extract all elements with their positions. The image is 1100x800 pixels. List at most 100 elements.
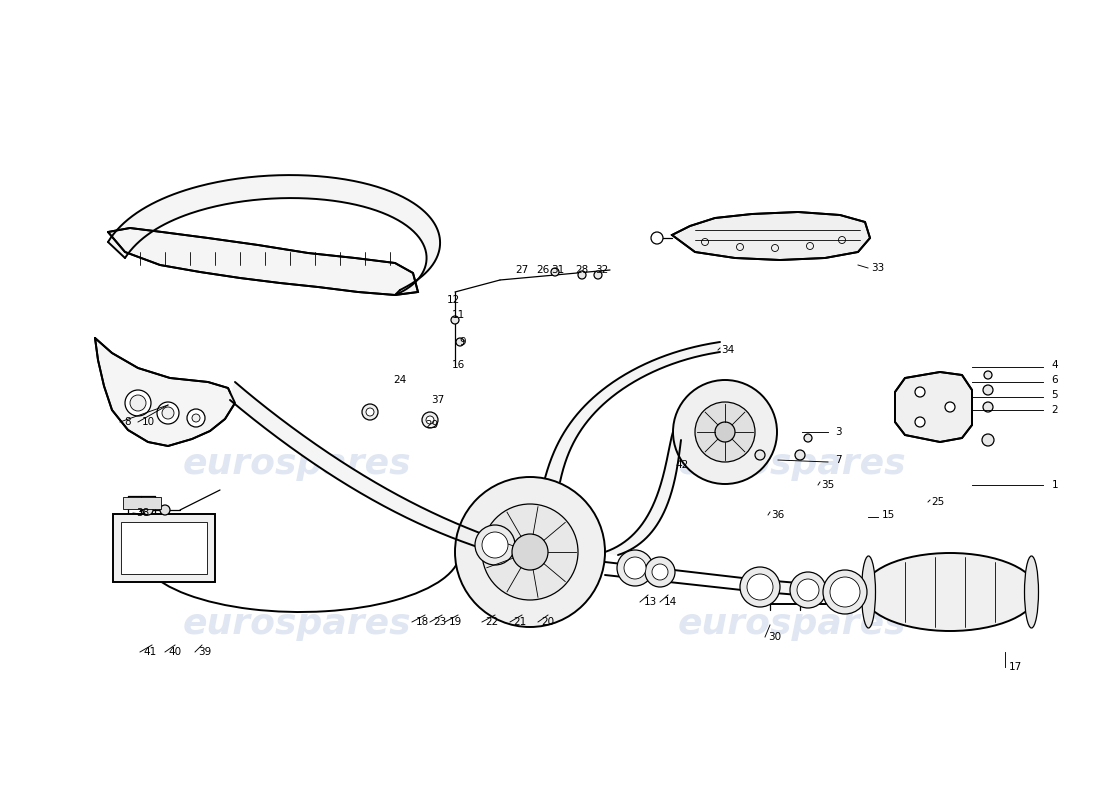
Text: 1: 1	[1052, 480, 1058, 490]
Text: 12: 12	[447, 295, 460, 305]
Text: 18: 18	[416, 617, 429, 627]
FancyBboxPatch shape	[113, 514, 214, 582]
Text: 28: 28	[575, 265, 589, 275]
Circle shape	[695, 402, 755, 462]
Text: 3: 3	[835, 427, 842, 437]
Polygon shape	[605, 432, 681, 555]
FancyBboxPatch shape	[121, 522, 207, 574]
Circle shape	[823, 570, 867, 614]
Circle shape	[645, 557, 675, 587]
Text: 13: 13	[644, 597, 657, 607]
Polygon shape	[672, 212, 870, 260]
Text: 34: 34	[722, 345, 735, 355]
Text: eurospares: eurospares	[678, 447, 906, 481]
Text: 38: 38	[136, 508, 150, 518]
Text: 10: 10	[142, 417, 155, 427]
Circle shape	[983, 402, 993, 412]
Text: 25: 25	[932, 497, 945, 507]
Text: 32: 32	[595, 265, 608, 275]
Circle shape	[594, 271, 602, 279]
Circle shape	[798, 579, 820, 601]
Text: 9: 9	[460, 337, 466, 347]
Text: 6: 6	[1052, 375, 1058, 385]
Text: 31: 31	[551, 265, 564, 275]
Circle shape	[747, 574, 773, 600]
Circle shape	[157, 402, 179, 424]
Text: 39: 39	[198, 647, 211, 657]
Circle shape	[715, 422, 735, 442]
Circle shape	[915, 387, 925, 397]
Circle shape	[795, 450, 805, 460]
Text: 5: 5	[1052, 390, 1058, 400]
Circle shape	[426, 416, 434, 424]
Text: 8: 8	[124, 417, 131, 427]
Text: 37: 37	[431, 395, 444, 405]
Polygon shape	[95, 338, 235, 446]
Circle shape	[673, 380, 777, 484]
Circle shape	[125, 390, 151, 416]
Circle shape	[362, 404, 378, 420]
Ellipse shape	[861, 556, 876, 628]
Text: eurospares: eurospares	[678, 607, 906, 641]
Text: 11: 11	[451, 310, 464, 320]
Text: 24: 24	[394, 375, 407, 385]
Text: 16: 16	[451, 360, 464, 370]
Circle shape	[187, 409, 205, 427]
Text: 17: 17	[1009, 662, 1022, 672]
Circle shape	[652, 564, 668, 580]
FancyBboxPatch shape	[123, 497, 161, 509]
Circle shape	[551, 268, 559, 276]
Circle shape	[482, 504, 578, 600]
Ellipse shape	[1024, 556, 1038, 628]
Text: 7: 7	[835, 455, 842, 465]
Circle shape	[830, 577, 860, 607]
Text: 23: 23	[433, 617, 447, 627]
Polygon shape	[544, 342, 720, 482]
Text: 42: 42	[675, 460, 689, 470]
Circle shape	[451, 316, 459, 324]
Circle shape	[455, 477, 605, 627]
Circle shape	[456, 338, 464, 346]
Text: 40: 40	[168, 647, 182, 657]
Circle shape	[915, 417, 925, 427]
Circle shape	[982, 434, 994, 446]
Circle shape	[983, 385, 993, 395]
Circle shape	[160, 505, 170, 515]
Polygon shape	[895, 372, 972, 442]
Text: 27: 27	[516, 265, 529, 275]
Text: 30: 30	[769, 632, 782, 642]
Text: 2: 2	[1052, 405, 1058, 415]
Text: 26: 26	[537, 265, 550, 275]
Circle shape	[130, 395, 146, 411]
Text: 36: 36	[771, 510, 784, 520]
Text: 41: 41	[143, 647, 156, 657]
Circle shape	[651, 232, 663, 244]
Polygon shape	[760, 580, 820, 597]
Circle shape	[366, 408, 374, 416]
Circle shape	[624, 557, 646, 579]
Text: 29: 29	[426, 420, 439, 430]
Text: eurospares: eurospares	[183, 607, 411, 641]
Polygon shape	[230, 382, 493, 552]
Text: 21: 21	[514, 617, 527, 627]
Circle shape	[482, 532, 508, 558]
Circle shape	[162, 407, 174, 419]
Text: 15: 15	[881, 510, 894, 520]
Text: 35: 35	[822, 480, 835, 490]
Text: eurospares: eurospares	[183, 447, 411, 481]
Circle shape	[512, 534, 548, 570]
Circle shape	[617, 550, 653, 586]
Circle shape	[475, 525, 515, 565]
Circle shape	[790, 572, 826, 608]
Circle shape	[755, 450, 764, 460]
Circle shape	[984, 371, 992, 379]
Ellipse shape	[862, 553, 1037, 631]
Text: 20: 20	[541, 617, 554, 627]
Polygon shape	[108, 175, 440, 295]
Circle shape	[143, 505, 153, 515]
Text: 19: 19	[449, 617, 462, 627]
Text: 33: 33	[871, 263, 884, 273]
Circle shape	[578, 271, 586, 279]
Polygon shape	[108, 228, 418, 295]
Text: 14: 14	[663, 597, 676, 607]
